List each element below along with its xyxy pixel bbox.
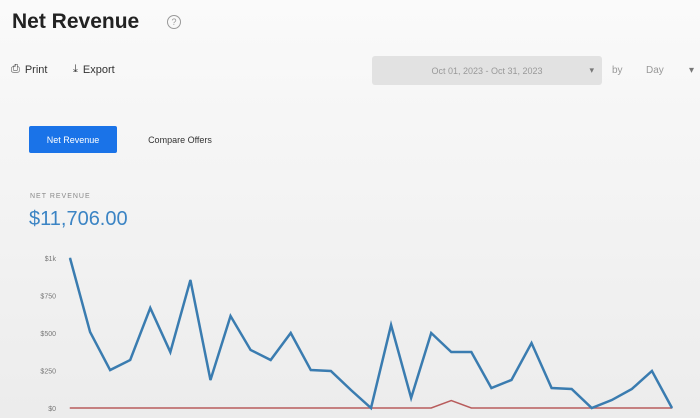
tab-net-revenue[interactable]: Net Revenue: [29, 126, 117, 153]
data-point[interactable]: [230, 315, 232, 317]
data-point[interactable]: [531, 342, 533, 344]
data-point[interactable]: [531, 407, 533, 409]
data-point[interactable]: [370, 407, 372, 409]
data-point[interactable]: [109, 369, 111, 371]
data-point[interactable]: [169, 407, 171, 409]
data-point[interactable]: [109, 407, 111, 409]
data-point[interactable]: [149, 307, 151, 309]
y-tick-label: $1k: [45, 256, 57, 263]
data-point[interactable]: [350, 389, 352, 391]
data-point[interactable]: [330, 370, 332, 372]
data-point[interactable]: [250, 407, 252, 409]
data-point[interactable]: [631, 407, 633, 409]
y-tick-label: $500: [40, 331, 56, 338]
data-point[interactable]: [209, 407, 211, 409]
data-point[interactable]: [651, 370, 653, 372]
tab-compare-offers[interactable]: Compare Offers: [148, 134, 212, 145]
data-point[interactable]: [89, 331, 91, 333]
data-point[interactable]: [89, 407, 91, 409]
data-point[interactable]: [410, 397, 412, 399]
data-point[interactable]: [450, 400, 452, 401]
by-label: by: [612, 65, 623, 76]
export-button[interactable]: ⤓ Export: [73, 63, 115, 76]
data-point[interactable]: [390, 407, 392, 409]
export-label: Export: [82, 63, 115, 76]
data-point[interactable]: [631, 388, 633, 390]
data-point[interactable]: [430, 407, 432, 409]
data-point[interactable]: [450, 351, 452, 353]
data-point[interactable]: [571, 407, 573, 409]
group-by-value: Day: [646, 65, 664, 76]
data-point[interactable]: [490, 387, 492, 389]
date-range-picker[interactable]: Oct 01, 2023 - Oct 31, 2023 ▾: [372, 56, 602, 85]
data-point[interactable]: [551, 407, 553, 409]
caret-down-icon: ▾: [688, 65, 694, 76]
data-point[interactable]: [470, 351, 472, 353]
data-point[interactable]: [671, 407, 673, 409]
data-point[interactable]: [189, 407, 191, 409]
data-point[interactable]: [129, 359, 131, 361]
data-point[interactable]: [591, 407, 593, 409]
data-point[interactable]: [510, 379, 512, 381]
page-title: Net Revenue: [12, 10, 140, 33]
data-point[interactable]: [290, 332, 292, 334]
data-point[interactable]: [430, 332, 432, 334]
summary-value: $11,706.00: [29, 208, 128, 230]
data-point[interactable]: [571, 388, 573, 390]
data-point[interactable]: [310, 369, 312, 371]
data-point[interactable]: [330, 407, 332, 409]
data-point[interactable]: [270, 359, 272, 361]
y-tick-label: $750: [40, 294, 56, 301]
print-button[interactable]: ⎙ Print: [11, 63, 47, 76]
data-point[interactable]: [651, 407, 653, 409]
date-range-value: Oct 01, 2023 - Oct 31, 2023: [431, 65, 543, 76]
data-point[interactable]: [290, 407, 292, 409]
data-point[interactable]: [149, 407, 151, 409]
group-by-select[interactable]: Day ▾: [646, 65, 696, 76]
help-icon[interactable]: ?: [167, 15, 181, 29]
data-point[interactable]: [230, 407, 232, 409]
print-label: Print: [24, 63, 48, 76]
summary-label: NET REVENUE: [30, 193, 91, 200]
data-point[interactable]: [69, 407, 71, 409]
data-point[interactable]: [250, 349, 252, 351]
y-tick-label: $0: [48, 406, 56, 413]
data-point[interactable]: [390, 324, 392, 326]
data-point[interactable]: [270, 407, 272, 409]
data-point[interactable]: [611, 407, 613, 409]
y-tick-label: $250: [40, 369, 56, 376]
data-point[interactable]: [551, 387, 553, 389]
data-point[interactable]: [209, 379, 211, 381]
series-line-1: [68, 257, 674, 411]
caret-down-icon: ▾: [589, 65, 594, 75]
data-point[interactable]: [350, 407, 352, 409]
data-point[interactable]: [129, 407, 131, 409]
data-point[interactable]: [410, 407, 412, 409]
data-point[interactable]: [189, 279, 191, 281]
download-icon: ⤓: [73, 63, 78, 75]
data-point[interactable]: [611, 399, 613, 401]
data-point[interactable]: [310, 407, 312, 409]
data-point[interactable]: [69, 257, 71, 259]
data-point[interactable]: [490, 407, 492, 409]
data-point[interactable]: [470, 407, 472, 409]
data-point[interactable]: [510, 407, 512, 409]
printer-icon: ⎙: [11, 63, 20, 75]
data-point[interactable]: [169, 351, 171, 353]
